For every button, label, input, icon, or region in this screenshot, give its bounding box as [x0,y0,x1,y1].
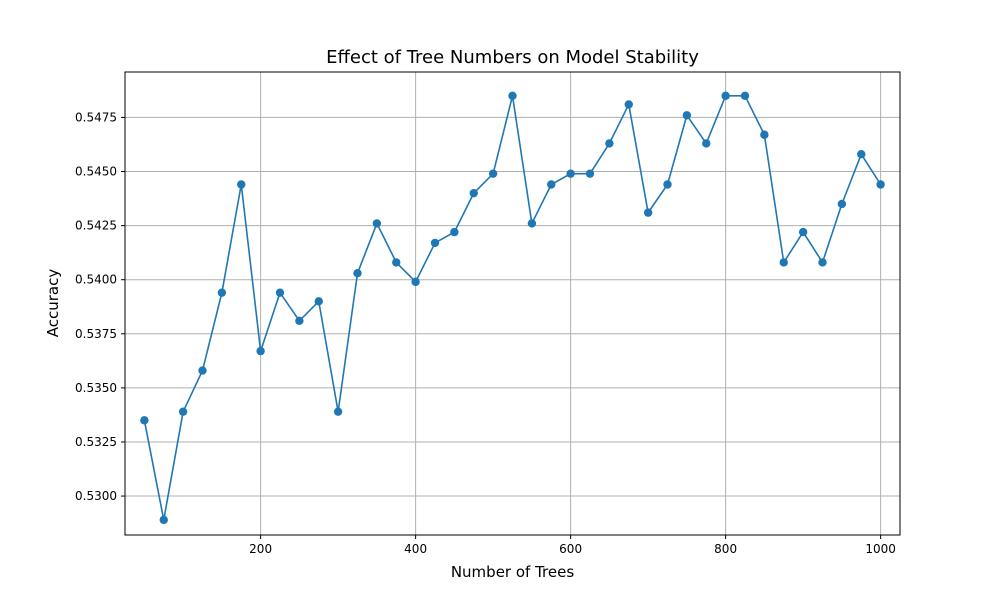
y-axis-label: Accuracy [44,269,62,338]
data-point [740,91,750,100]
data-point [256,346,265,356]
data-point [314,297,323,306]
data-point [237,180,246,189]
data-point [450,227,459,237]
data-point [760,130,769,139]
y-axis-ticks: 0.5300 0.5325 0.5350 0.5375 0.5400 0.5425 0.54… [75,110,125,503]
data-point [198,366,207,375]
x-tick-label: 1000 [865,542,896,556]
x-axis-ticks: 200 400 600 800 1000 [249,535,896,556]
data-point [217,288,227,297]
data-point [876,180,885,189]
x-tick-label: 800 [714,542,737,556]
data-point [585,169,595,178]
data-point [333,407,343,416]
data-point [159,515,168,525]
data-point [779,258,788,267]
data-point [178,407,188,416]
y-tick-label: 0.5475 [75,110,117,124]
data-point [140,416,149,425]
data-point [275,288,285,297]
x-tick-label: 600 [559,542,582,556]
plot-frame [124,71,901,536]
data-point [818,258,827,267]
y-tick-label: 0.5425 [75,219,117,233]
y-tick-label: 0.5350 [75,381,117,395]
data-point [702,139,711,148]
data-point [430,238,440,248]
data-point [392,258,401,267]
y-tick-label: 0.5325 [75,435,117,449]
data-point [798,227,808,237]
grid [125,72,900,535]
y-tick-label: 0.5400 [75,273,117,287]
data-point [624,100,633,109]
y-tick-label: 0.5375 [75,327,117,341]
data-point [605,139,614,148]
data-point [857,150,866,159]
data-point [682,111,692,120]
data-point [508,91,517,100]
x-tick-label: 200 [249,542,272,556]
data-point [527,219,537,228]
chart-title: Effect of Tree Numbers on Model Stabilit… [326,47,699,68]
data-point [469,188,478,198]
data-point [721,91,730,100]
data-point [488,169,498,178]
y-tick-label: 0.5300 [75,489,117,503]
x-tick-label: 400 [404,542,427,556]
series-layer [140,91,885,525]
data-point [295,316,304,326]
data-point [547,180,556,189]
data-point [643,208,653,217]
data-point [411,277,420,287]
data-point [837,199,847,209]
data-point [663,180,672,189]
y-tick-label: 0.5450 [75,165,117,179]
data-point [372,219,382,228]
data-point [566,169,575,178]
x-axis-label: Number of Trees [451,563,575,581]
data-point [353,269,362,278]
